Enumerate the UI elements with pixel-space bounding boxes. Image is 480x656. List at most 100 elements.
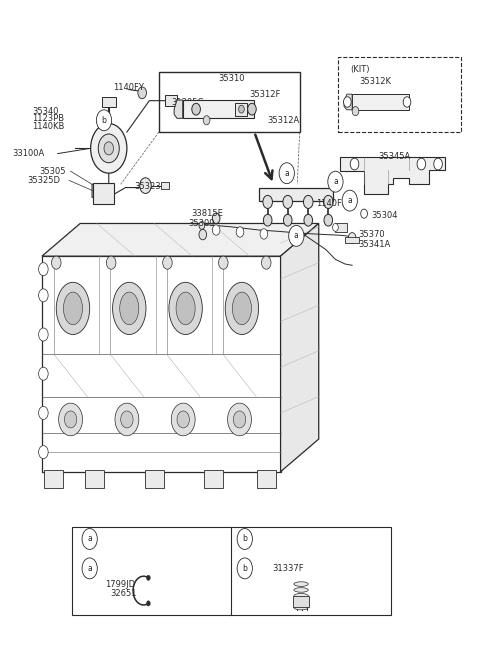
Bar — [165, 96, 177, 106]
Circle shape — [304, 215, 312, 226]
Polygon shape — [344, 94, 352, 110]
Polygon shape — [42, 224, 319, 256]
Circle shape — [344, 96, 351, 107]
Text: 35309: 35309 — [189, 219, 215, 228]
Circle shape — [236, 227, 244, 237]
Circle shape — [171, 403, 195, 436]
Circle shape — [260, 229, 268, 239]
Bar — [336, 224, 348, 232]
Circle shape — [324, 215, 333, 226]
Text: 35345A: 35345A — [378, 152, 411, 161]
Circle shape — [199, 230, 206, 240]
Text: 35312H: 35312H — [177, 110, 210, 118]
Circle shape — [324, 195, 333, 209]
Circle shape — [59, 403, 83, 436]
Circle shape — [350, 158, 359, 170]
Circle shape — [146, 575, 150, 581]
Polygon shape — [281, 224, 319, 472]
Bar — [102, 96, 116, 107]
Bar — [159, 72, 300, 132]
Text: 35312A: 35312A — [268, 115, 300, 125]
Text: a: a — [348, 196, 352, 205]
Circle shape — [177, 411, 190, 428]
Circle shape — [262, 256, 271, 269]
Text: 1799JD: 1799JD — [106, 580, 135, 589]
Circle shape — [91, 123, 127, 173]
Text: 31305C: 31305C — [171, 98, 203, 107]
Text: (KIT): (KIT) — [350, 65, 369, 74]
Ellipse shape — [294, 600, 308, 604]
Circle shape — [163, 256, 172, 269]
Bar — [183, 100, 254, 118]
Circle shape — [283, 195, 292, 209]
Text: 1140KB: 1140KB — [33, 122, 65, 131]
Text: a: a — [87, 564, 92, 573]
Circle shape — [237, 529, 252, 550]
Circle shape — [38, 289, 48, 302]
Bar — [257, 470, 276, 488]
Circle shape — [212, 213, 220, 224]
Circle shape — [237, 558, 252, 579]
Bar — [85, 470, 104, 488]
Circle shape — [115, 403, 139, 436]
Ellipse shape — [169, 282, 202, 335]
Ellipse shape — [225, 282, 259, 335]
Ellipse shape — [294, 605, 308, 610]
Circle shape — [288, 226, 304, 247]
Text: a: a — [333, 177, 338, 186]
Circle shape — [51, 256, 61, 269]
Circle shape — [38, 328, 48, 341]
Circle shape — [82, 529, 97, 550]
Ellipse shape — [232, 292, 252, 325]
Bar — [345, 237, 360, 243]
Ellipse shape — [294, 582, 308, 586]
Text: a: a — [87, 535, 92, 543]
Text: 35341A: 35341A — [359, 240, 391, 249]
Text: 31337F: 31337F — [273, 564, 304, 573]
Text: b: b — [242, 535, 247, 543]
Circle shape — [38, 406, 48, 419]
Text: 33815E: 33815E — [192, 209, 223, 218]
Circle shape — [212, 225, 220, 236]
Text: b: b — [102, 115, 107, 125]
Circle shape — [64, 411, 77, 428]
Text: b: b — [242, 564, 247, 573]
Circle shape — [348, 233, 356, 243]
Circle shape — [333, 224, 338, 232]
Text: a: a — [294, 232, 299, 240]
Bar — [259, 188, 333, 201]
Bar — [338, 57, 461, 132]
Ellipse shape — [176, 292, 195, 325]
Circle shape — [96, 110, 112, 131]
Text: 35323: 35323 — [134, 182, 161, 191]
Ellipse shape — [120, 292, 139, 325]
Text: 35310: 35310 — [218, 74, 245, 83]
Circle shape — [38, 262, 48, 276]
Text: 35312F: 35312F — [250, 90, 281, 98]
Text: 32651: 32651 — [110, 588, 137, 598]
Circle shape — [38, 367, 48, 380]
Bar — [42, 256, 281, 472]
Circle shape — [38, 445, 48, 459]
Circle shape — [192, 103, 200, 115]
Circle shape — [403, 96, 411, 107]
Bar — [72, 527, 391, 615]
Circle shape — [279, 163, 294, 184]
Circle shape — [417, 158, 426, 170]
Ellipse shape — [63, 292, 83, 325]
Circle shape — [248, 103, 256, 115]
Text: 35340: 35340 — [33, 107, 59, 115]
Bar — [204, 470, 223, 488]
Ellipse shape — [294, 588, 308, 592]
Circle shape — [361, 209, 367, 218]
Circle shape — [263, 195, 273, 209]
Bar — [161, 182, 169, 189]
Ellipse shape — [56, 282, 90, 335]
Circle shape — [82, 558, 97, 579]
Ellipse shape — [113, 282, 146, 335]
Circle shape — [140, 178, 151, 194]
Circle shape — [342, 190, 358, 211]
Text: 35304: 35304 — [371, 211, 398, 220]
Circle shape — [328, 171, 343, 192]
Text: 1123PB: 1123PB — [33, 114, 64, 123]
